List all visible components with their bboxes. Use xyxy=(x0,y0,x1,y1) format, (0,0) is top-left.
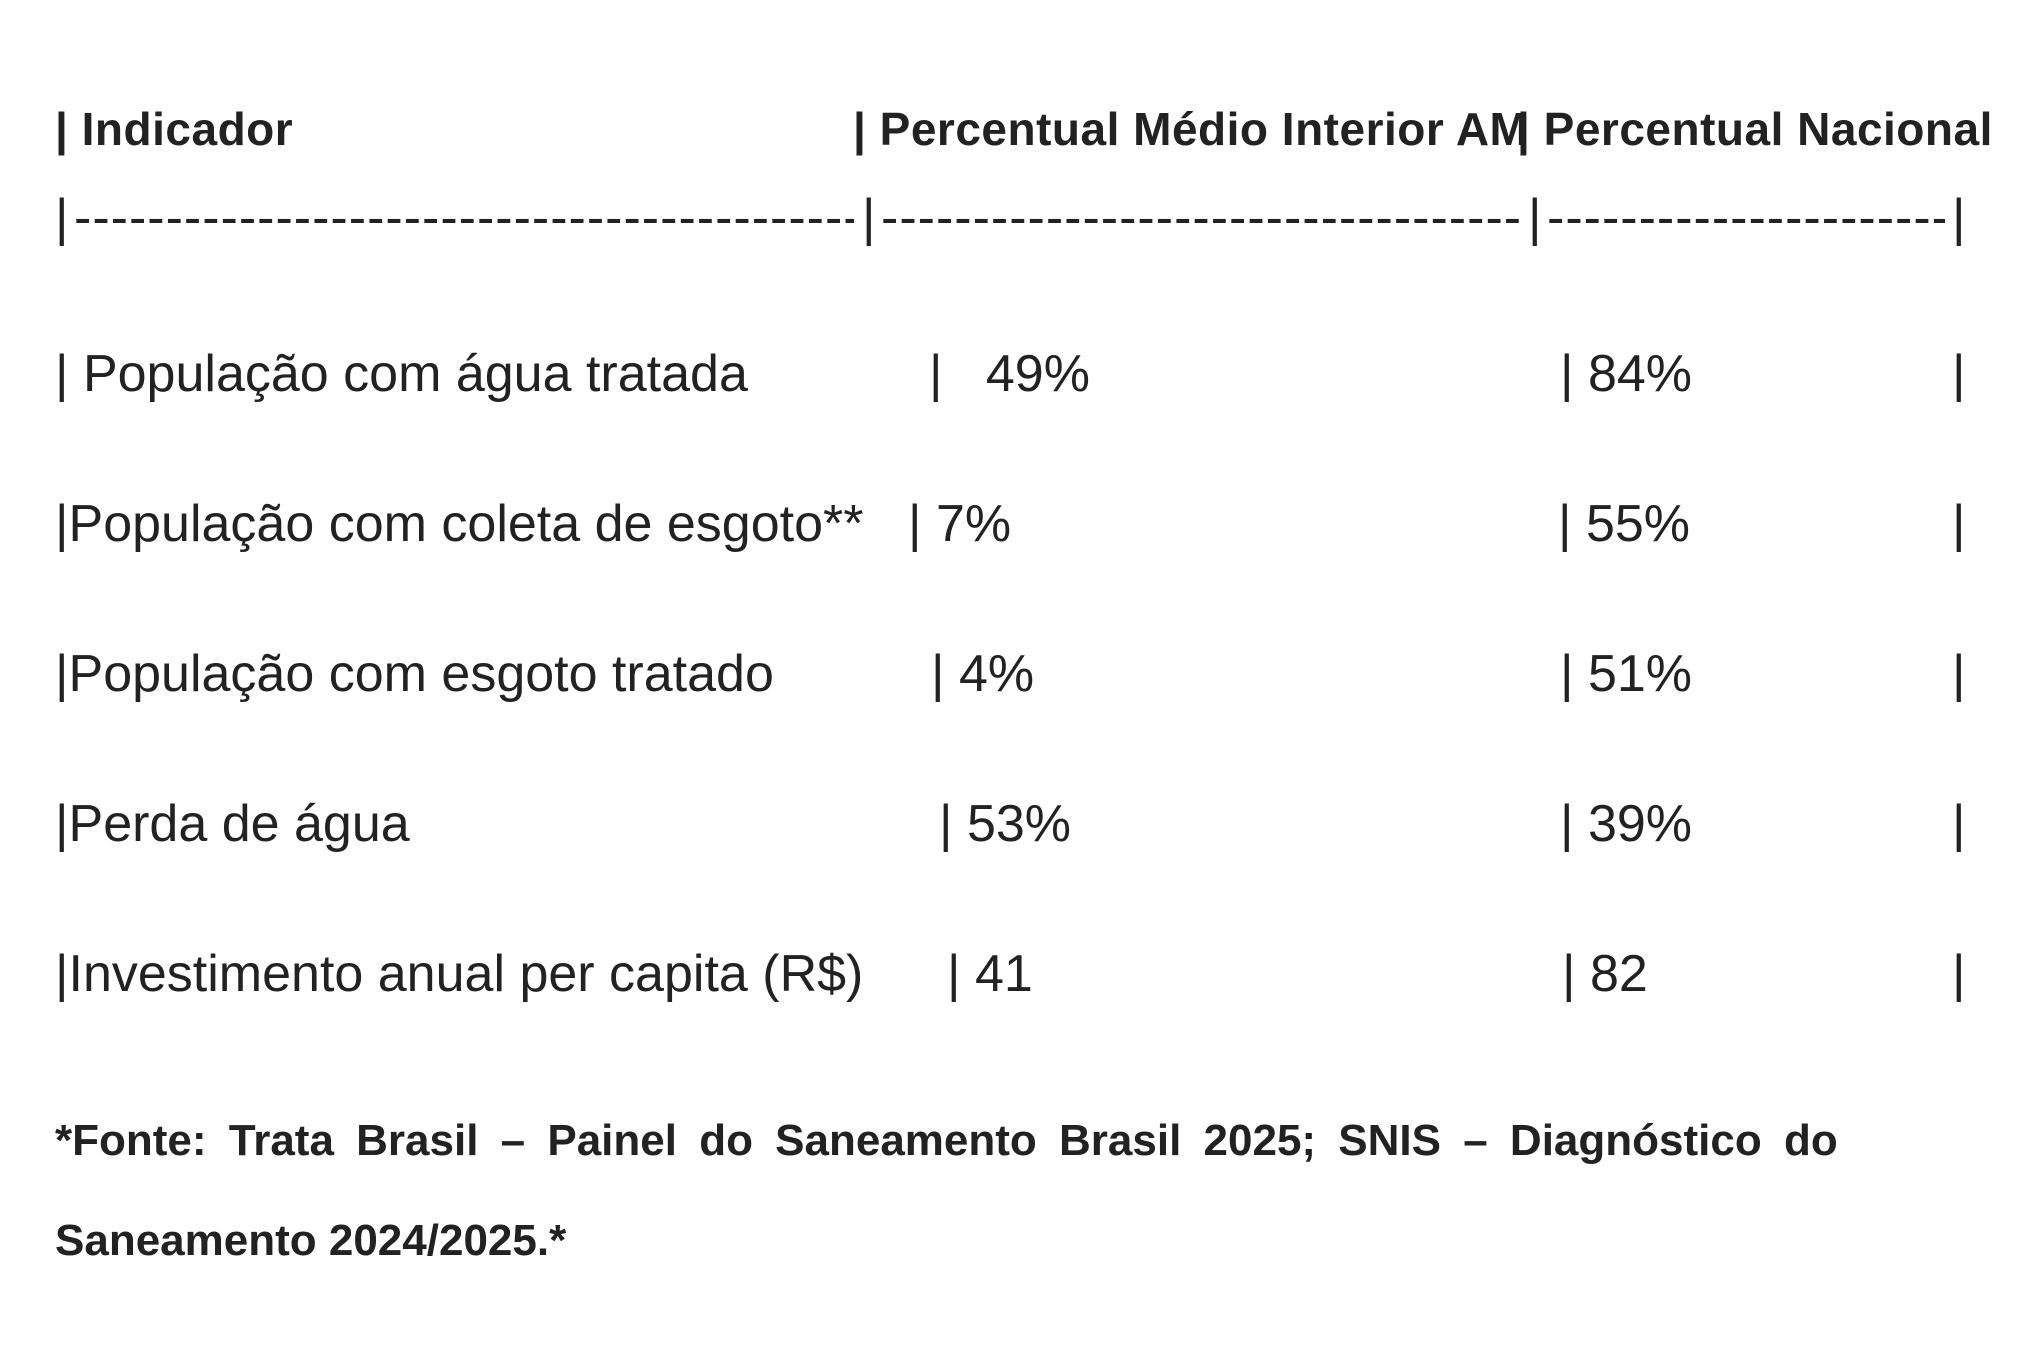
separator-pipe: | xyxy=(1952,189,1966,247)
footnote-text: *Fonte: Trata Brasil – Painel do Saneame… xyxy=(55,1116,1838,1165)
table-row: | População com água tratada | 49% | 84%… xyxy=(0,344,2025,414)
separator-dashes: ----------------------------------------… xyxy=(74,189,854,247)
row-end-pipe: | xyxy=(1952,945,1966,1003)
row-end-pipe: | xyxy=(1952,645,1966,703)
interior-am-cell: | 49% xyxy=(929,345,1090,403)
nacional-cell: | 51% xyxy=(1560,645,1693,703)
interior-am-cell: | 53% xyxy=(939,795,1072,853)
indicator-cell: |População com esgoto tratado xyxy=(55,645,774,703)
header-cell-nacional: | Percentual Nacional xyxy=(1517,103,1993,155)
interior-am-cell: | 7% xyxy=(908,495,1012,553)
nacional-cell: | 55% xyxy=(1558,495,1691,553)
separator-pipe: | xyxy=(55,189,69,247)
nacional-cell: | 84% xyxy=(1560,345,1693,403)
footnote-line-2: Saneamento 2024/2025.* xyxy=(0,1216,2025,1286)
table-row: |Investimento anual per capita (R$) | 41… xyxy=(0,944,2025,1014)
indicator-cell: |População com coleta de esgoto** xyxy=(55,495,864,553)
nacional-cell: | 39% xyxy=(1560,795,1693,853)
indicator-cell: |Investimento anual per capita (R$) xyxy=(55,945,864,1003)
indicator-cell: | População com água tratada xyxy=(55,345,748,403)
table-row: |População com coleta de esgoto** | 7% |… xyxy=(0,494,2025,564)
interior-am-cell: | 41 xyxy=(947,945,1033,1003)
footnote-text: Saneamento 2024/2025.* xyxy=(55,1216,567,1265)
nacional-cell: | 82 xyxy=(1562,945,1648,1003)
separator-pipe: | xyxy=(1528,189,1542,247)
table-row: |Perda de água | 53% | 39% | xyxy=(0,794,2025,864)
table-header-row: | Indicador | Percentual Médio Interior … xyxy=(0,102,2025,172)
row-end-pipe: | xyxy=(1952,345,1966,403)
indicator-cell: |Perda de água xyxy=(55,795,410,853)
separator-dashes: ----------------------------------------… xyxy=(881,189,1521,247)
footnote-line-1: *Fonte: Trata Brasil – Painel do Saneame… xyxy=(0,1116,2025,1186)
header-cell-interior-am: | Percentual Médio Interior AM xyxy=(853,103,1529,155)
interior-am-cell: | 4% xyxy=(931,645,1035,703)
row-end-pipe: | xyxy=(1952,495,1966,553)
row-end-pipe: | xyxy=(1952,795,1966,853)
separator-dashes: ----------------------------------------… xyxy=(1547,189,1945,247)
header-cell-indicador: | Indicador xyxy=(55,103,294,155)
table-row: |População com esgoto tratado | 4% | 51%… xyxy=(0,644,2025,714)
table-separator-row: | --------------------------------------… xyxy=(0,188,2025,258)
separator-pipe: | xyxy=(862,189,876,247)
